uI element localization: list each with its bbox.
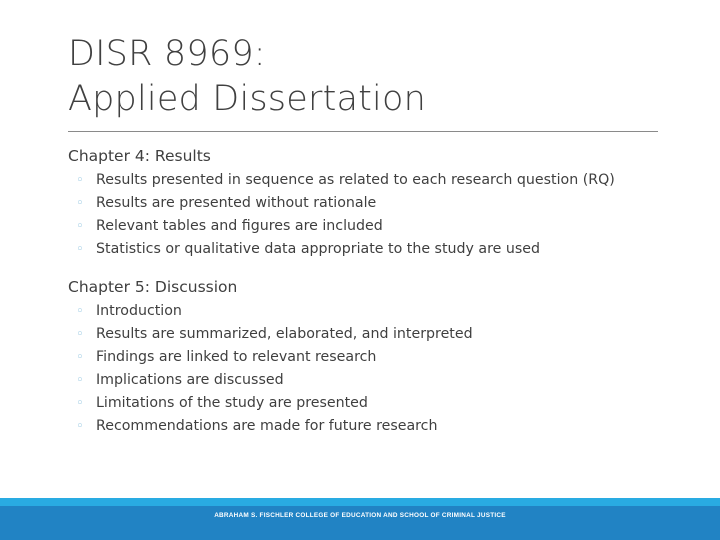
list-item: ◦ Implications are discussed bbox=[68, 369, 668, 392]
bullet-list-chapter-5: ◦ Introduction ◦ Results are summarized,… bbox=[68, 300, 668, 438]
section-heading-chapter-5: Chapter 5: Discussion bbox=[68, 278, 238, 296]
section-chapter-4: Chapter 4: Results ◦ Results presented i… bbox=[68, 146, 668, 261]
list-item-label: Introduction bbox=[96, 303, 182, 319]
list-item-label: Results are summarized, elaborated, and … bbox=[96, 326, 473, 342]
list-item: ◦ Relevant tables and figures are includ… bbox=[68, 215, 668, 238]
slide-title-line-1: DISR 8969: bbox=[68, 34, 266, 74]
list-item: ◦ Recommendations are made for future re… bbox=[68, 415, 668, 438]
open-circle-bullet-icon: ◦ bbox=[76, 219, 84, 234]
list-item-label: Findings are linked to relevant research bbox=[96, 349, 377, 365]
list-item: ◦ Limitations of the study are presented bbox=[68, 392, 668, 415]
open-circle-bullet-icon: ◦ bbox=[76, 196, 84, 211]
section-chapter-5: Chapter 5: Discussion ◦ Introduction ◦ R… bbox=[68, 277, 668, 438]
list-item-label: Results are presented without rationale bbox=[96, 195, 377, 211]
open-circle-bullet-icon: ◦ bbox=[76, 242, 84, 257]
title-divider-rule bbox=[68, 131, 658, 132]
footer-band bbox=[0, 506, 720, 540]
open-circle-bullet-icon: ◦ bbox=[76, 350, 84, 365]
list-item-label: Statistics or qualitative data appropria… bbox=[96, 241, 540, 257]
list-item: ◦ Introduction bbox=[68, 300, 668, 323]
open-circle-bullet-icon: ◦ bbox=[76, 373, 84, 388]
open-circle-bullet-icon: ◦ bbox=[76, 419, 84, 434]
list-item: ◦ Results presented in sequence as relat… bbox=[68, 169, 668, 192]
open-circle-bullet-icon: ◦ bbox=[76, 327, 84, 342]
list-item: ◦ Results are presented without rational… bbox=[68, 192, 668, 215]
list-item: ◦ Findings are linked to relevant resear… bbox=[68, 346, 668, 369]
list-item-label: Results presented in sequence as related… bbox=[96, 172, 615, 188]
list-item-label: Limitations of the study are presented bbox=[96, 395, 368, 411]
footer-accent-strip bbox=[0, 498, 720, 506]
list-item-label: Relevant tables and figures are included bbox=[96, 218, 383, 234]
slide-title-line-2: Applied Dissertation bbox=[68, 79, 426, 119]
slide-body: Chapter 4: Results ◦ Results presented i… bbox=[68, 146, 668, 438]
open-circle-bullet-icon: ◦ bbox=[76, 304, 84, 319]
open-circle-bullet-icon: ◦ bbox=[76, 396, 84, 411]
section-heading-chapter-4: Chapter 4: Results bbox=[68, 147, 211, 165]
bullet-list-chapter-4: ◦ Results presented in sequence as relat… bbox=[68, 169, 668, 261]
list-item-label: Recommendations are made for future rese… bbox=[96, 418, 438, 434]
list-item: ◦ Statistics or qualitative data appropr… bbox=[68, 238, 668, 261]
slide-title: DISR 8969: Applied Dissertation bbox=[68, 32, 668, 122]
list-item: ◦ Results are summarized, elaborated, an… bbox=[68, 323, 668, 346]
list-item-label: Implications are discussed bbox=[96, 372, 284, 388]
footer-institution-label: ABRAHAM S. FISCHLER COLLEGE OF EDUCATION… bbox=[214, 512, 506, 519]
open-circle-bullet-icon: ◦ bbox=[76, 173, 84, 188]
